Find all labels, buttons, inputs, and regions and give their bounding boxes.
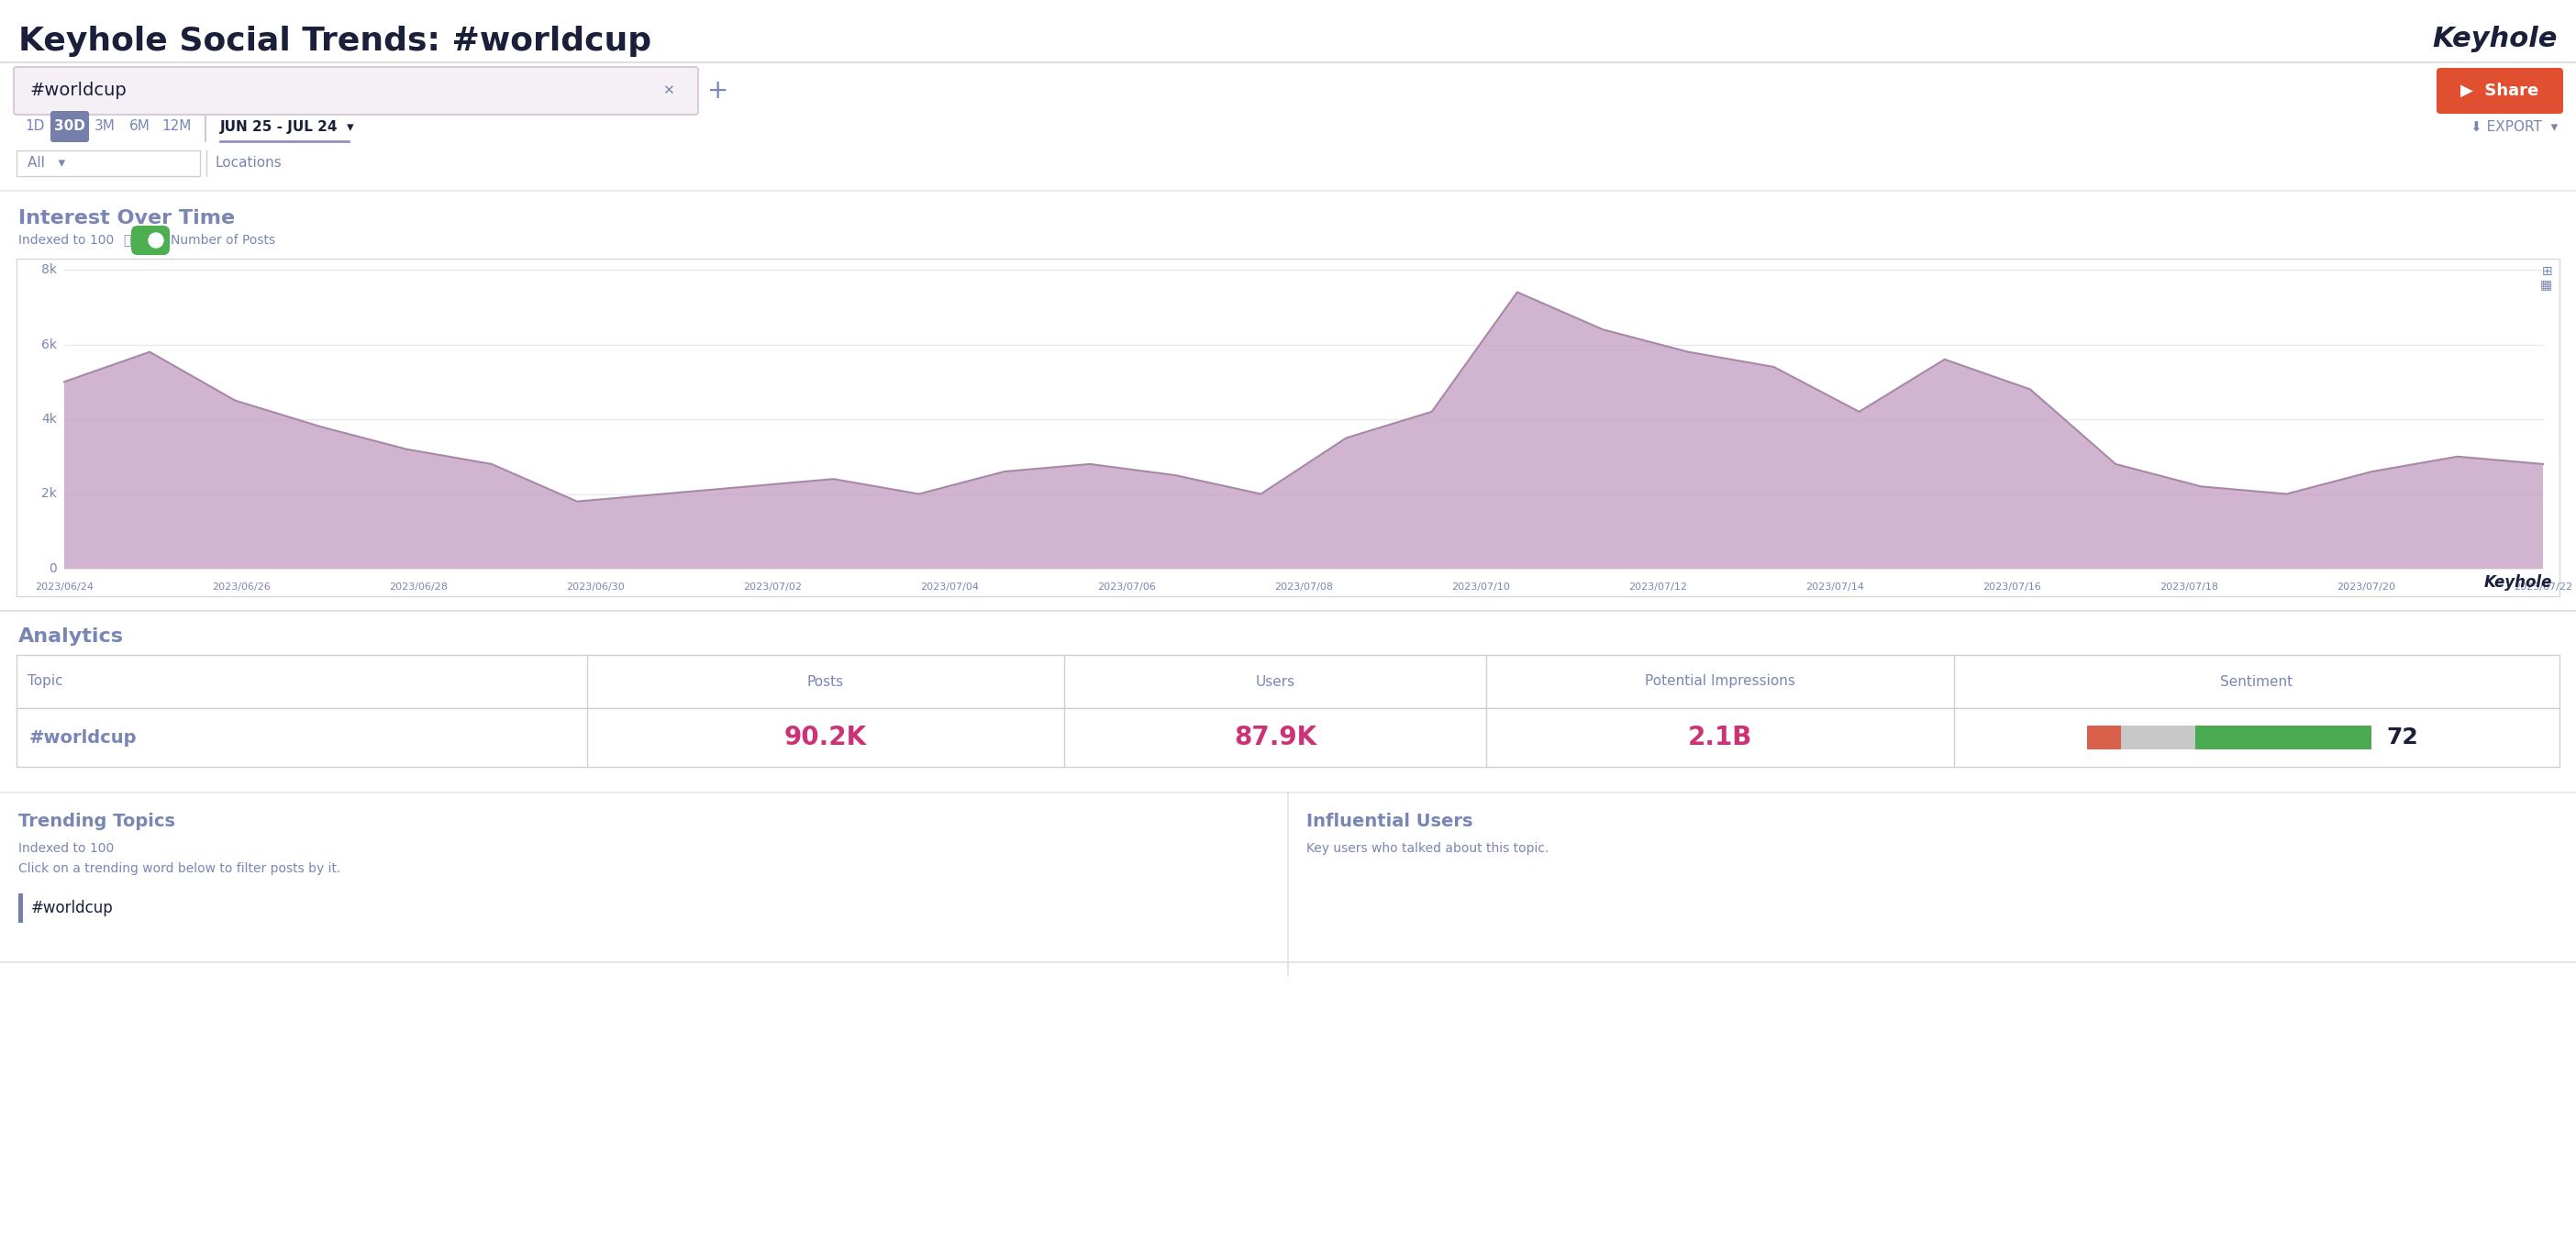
Text: 2023/07/12: 2023/07/12: [1628, 583, 1687, 591]
Text: Influential Users: Influential Users: [1306, 813, 1473, 831]
Text: 4k: 4k: [41, 412, 57, 426]
Text: Indexed to 100: Indexed to 100: [18, 842, 113, 855]
Bar: [2195, 725, 2372, 749]
Bar: [2087, 725, 2120, 749]
Text: Key users who talked about this topic.: Key users who talked about this topic.: [1306, 842, 1548, 855]
Text: 2023/07/20: 2023/07/20: [2336, 583, 2396, 591]
Bar: [15, 150, 201, 177]
FancyBboxPatch shape: [2437, 68, 2563, 114]
Text: 2023/07/06: 2023/07/06: [1097, 583, 1157, 591]
Text: Trending Topics: Trending Topics: [18, 813, 175, 831]
Bar: [2120, 725, 2195, 749]
Text: 2023/06/28: 2023/06/28: [389, 583, 448, 591]
Text: 6M: 6M: [129, 120, 149, 134]
Text: #worldcup: #worldcup: [28, 729, 137, 747]
Text: Users: Users: [1255, 674, 1296, 688]
Text: Sentiment: Sentiment: [2221, 674, 2293, 688]
Text: 2k: 2k: [41, 487, 57, 500]
Text: 6k: 6k: [41, 338, 57, 351]
Text: Posts: Posts: [806, 674, 845, 688]
Bar: [15, 655, 2561, 708]
Text: 2023/07/18: 2023/07/18: [2159, 583, 2218, 591]
Text: ✕: ✕: [662, 84, 675, 98]
Text: JUN 25 - JUL 24  ▾: JUN 25 - JUL 24 ▾: [219, 120, 355, 134]
Text: 2023/07/22: 2023/07/22: [2514, 583, 2573, 591]
Text: ⊞: ⊞: [2543, 266, 2553, 278]
Text: #worldcup: #worldcup: [31, 83, 126, 99]
Text: Indexed to 100: Indexed to 100: [18, 234, 113, 247]
Text: 0: 0: [49, 563, 57, 575]
Text: 2.1B: 2.1B: [1687, 724, 1752, 751]
Text: Keyhole Social Trends: #worldcup: Keyhole Social Trends: #worldcup: [18, 25, 652, 56]
Text: 2023/06/26: 2023/06/26: [211, 583, 270, 591]
Bar: [15, 708, 2561, 767]
Circle shape: [149, 233, 162, 248]
Text: 2023/07/10: 2023/07/10: [1450, 583, 1510, 591]
FancyBboxPatch shape: [52, 112, 90, 142]
Text: Topic: Topic: [28, 674, 62, 688]
Text: All   ▾: All ▾: [28, 157, 64, 170]
Text: 8k: 8k: [41, 263, 57, 276]
Text: 12M: 12M: [162, 120, 191, 134]
Text: Number of Posts: Number of Posts: [170, 234, 276, 247]
Text: 2023/07/16: 2023/07/16: [1984, 583, 2040, 591]
Text: Click on a trending word below to filter posts by it.: Click on a trending word below to filter…: [18, 862, 340, 875]
Text: Interest Over Time: Interest Over Time: [18, 209, 234, 228]
Bar: [15, 258, 2561, 596]
Polygon shape: [64, 292, 2543, 569]
Text: 90.2K: 90.2K: [783, 724, 868, 751]
Text: 2023/06/30: 2023/06/30: [567, 583, 623, 591]
Text: ⬇ EXPORT  ▾: ⬇ EXPORT ▾: [2470, 120, 2558, 134]
Text: +: +: [708, 78, 729, 104]
Text: ▶  Share: ▶ Share: [2460, 83, 2540, 99]
FancyBboxPatch shape: [131, 226, 170, 256]
Text: 2023/07/04: 2023/07/04: [920, 583, 979, 591]
Bar: [18, 893, 23, 922]
Text: Analytics: Analytics: [18, 628, 124, 645]
Text: Locations: Locations: [216, 157, 283, 170]
Text: 2023/07/02: 2023/07/02: [742, 583, 801, 591]
Text: ⓘ: ⓘ: [124, 234, 131, 247]
Text: 3M: 3M: [95, 120, 116, 134]
Text: Keyhole: Keyhole: [2432, 25, 2558, 53]
Text: 2023/07/14: 2023/07/14: [1806, 583, 1865, 591]
Text: ▦: ▦: [2540, 278, 2553, 291]
Text: 72: 72: [2385, 727, 2419, 748]
Text: 2023/06/24: 2023/06/24: [36, 583, 93, 591]
Text: #worldcup: #worldcup: [31, 900, 113, 916]
Text: 87.9K: 87.9K: [1234, 724, 1316, 751]
Text: Keyhole: Keyhole: [2483, 574, 2553, 590]
Text: Potential Impressions: Potential Impressions: [1646, 674, 1795, 688]
FancyBboxPatch shape: [13, 66, 698, 115]
Text: 1D: 1D: [26, 120, 44, 134]
Text: 30D: 30D: [54, 120, 85, 134]
Text: 2023/07/08: 2023/07/08: [1275, 583, 1332, 591]
